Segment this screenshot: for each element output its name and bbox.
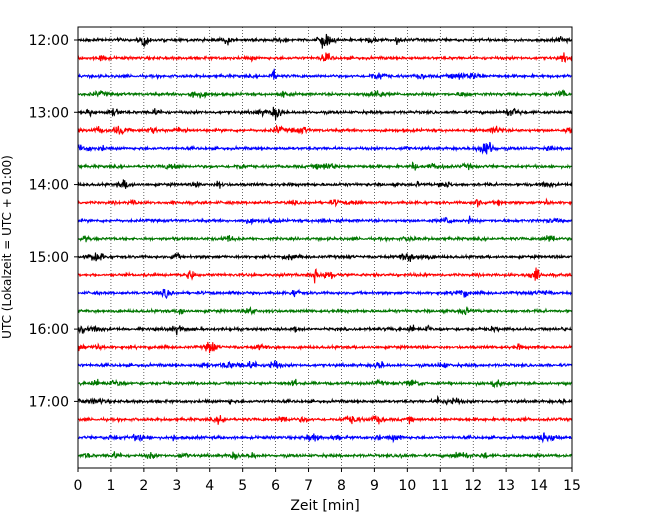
trace-line — [77, 451, 573, 460]
trace-line — [77, 360, 573, 370]
trace-line — [77, 179, 573, 189]
y-tick-label: 16:00 — [29, 322, 69, 338]
x-tick-label: 7 — [304, 478, 313, 494]
x-axis-ticks: 0 1 2 3 4 5 6 7 8 9 10 11 12 13 14 15 — [74, 468, 581, 494]
trace-line — [77, 106, 573, 120]
trace-line — [77, 52, 573, 63]
y-axis-label: UTC (Lokalzeit = UTC + 01:00) — [0, 155, 14, 339]
trace-line — [77, 378, 573, 389]
trace-line — [77, 89, 573, 100]
trace-line — [77, 234, 573, 243]
y-tick-label: 17:00 — [29, 394, 69, 410]
y-tick-label: 15:00 — [29, 250, 69, 266]
trace-line — [77, 252, 573, 262]
plot-frame — [77, 26, 573, 469]
trace-line — [77, 197, 573, 208]
x-tick-label: 15 — [563, 478, 581, 494]
trace-line — [77, 305, 573, 316]
x-tick-label: 10 — [398, 478, 416, 494]
x-axis-label: Zeit [min] — [290, 498, 359, 514]
trace-line — [77, 124, 573, 136]
trace-line — [77, 68, 573, 81]
plot-background — [78, 27, 572, 468]
trace-line — [77, 324, 573, 336]
trace-line — [77, 341, 573, 354]
x-tick-label: 4 — [205, 478, 214, 494]
y-tick-label: 12:00 — [29, 33, 69, 49]
trace-line — [77, 161, 573, 171]
x-tick-label: 12 — [464, 478, 482, 494]
trace-line — [77, 215, 573, 226]
trace-line — [77, 33, 573, 49]
x-tick-label: 2 — [139, 478, 148, 494]
x-tick-label: 9 — [370, 478, 379, 494]
trace-line — [77, 414, 573, 425]
trace-line — [77, 432, 573, 444]
trace-line — [77, 267, 573, 284]
x-tick-label: 5 — [238, 478, 247, 494]
x-tick-label: 14 — [530, 478, 548, 494]
x-tick-label: 6 — [271, 478, 280, 494]
trace-line — [77, 394, 573, 406]
trace-line — [77, 141, 573, 155]
y-tick-label: 14:00 — [29, 178, 69, 194]
x-tick-label: 11 — [431, 478, 449, 494]
seismic-traces — [77, 33, 573, 460]
x-tick-label: 1 — [106, 478, 115, 494]
trace-line — [77, 288, 573, 300]
y-tick-label: 13:00 — [29, 105, 69, 121]
x-tick-label: 13 — [497, 478, 515, 494]
x-tick-label: 0 — [74, 478, 83, 494]
y-axis-ticks: 12:00 13:00 14:00 15:00 16:00 17:00 — [29, 33, 78, 410]
x-tick-label: 8 — [337, 478, 346, 494]
x-tick-label: 3 — [172, 478, 181, 494]
